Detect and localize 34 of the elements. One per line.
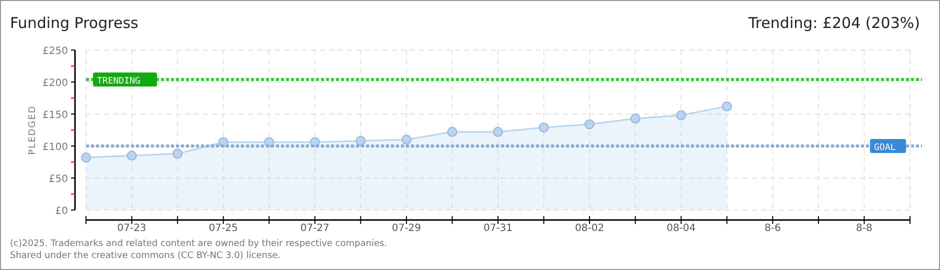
point [81, 152, 91, 163]
y-axis-title: PLEDGED [28, 105, 38, 155]
ref-line-label: TRENDING [97, 76, 140, 86]
x-tick-label: 07-29 [392, 223, 421, 234]
point [126, 150, 137, 161]
x-tick-label: 8-8 [856, 223, 872, 234]
point [722, 101, 732, 112]
x-tick-label: 07-23 [117, 223, 146, 234]
x-tick-label: 07-27 [300, 223, 330, 234]
point [538, 122, 549, 132]
point [401, 134, 412, 145]
x-tick-label: 07-25 [208, 223, 238, 234]
y-tick-label: £100 [42, 142, 68, 153]
point [584, 119, 595, 130]
chart-title: Funding Progress [10, 14, 139, 32]
y-tick-label: £250 [42, 46, 68, 57]
text: (c)2025. Trademarks and related content are owned by their respective companies. [10, 239, 388, 249]
point [493, 126, 503, 137]
y-tick-label: £0 [55, 206, 68, 217]
y-tick-label: £150 [42, 110, 68, 121]
text: Shared under the creative commons (CC BY-NC 3.0) license. [10, 251, 281, 261]
point [630, 113, 640, 124]
point [676, 110, 686, 120]
x-tick-label: 08-02 [575, 223, 604, 234]
point [356, 136, 366, 146]
chart-subtitle: Trending: £204 (203%) [747, 14, 920, 32]
point [172, 148, 183, 159]
y-tick-label: £50 [48, 174, 68, 185]
x-tick-label: 8-6 [764, 223, 781, 234]
point [447, 126, 458, 137]
x-tick-label: 08-04 [666, 223, 696, 234]
ref-line-label: GOAL [874, 143, 896, 153]
x-tick-label: 07-31 [483, 223, 513, 234]
y-tick-label: £200 [42, 78, 68, 89]
